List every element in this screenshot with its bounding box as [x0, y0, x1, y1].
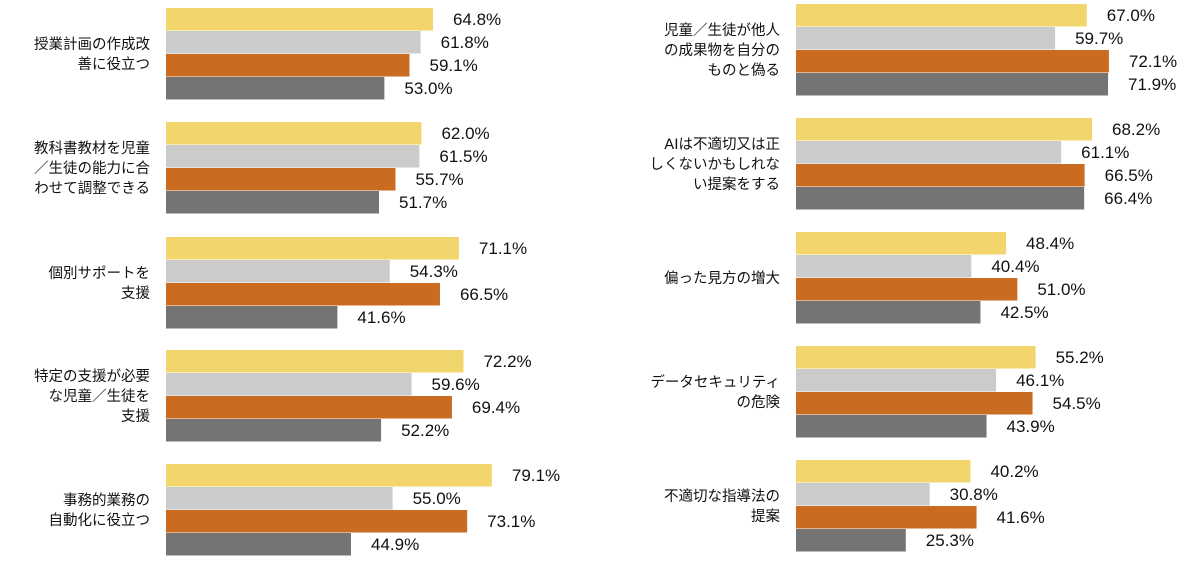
bar [166, 122, 422, 145]
bar [796, 164, 1085, 187]
data-label: 59.6% [432, 375, 480, 394]
bar [796, 278, 1018, 301]
category-label: 児童／生徒が他人の成果物を自分のものと偽る [664, 21, 780, 79]
data-label: 55.0% [413, 489, 461, 508]
category-label: 偏った見方の増大 [664, 270, 780, 287]
data-label: 79.1% [512, 466, 560, 485]
data-label: 59.1% [429, 56, 477, 75]
bar [166, 350, 464, 373]
data-label: 40.4% [991, 257, 1039, 276]
data-label: 30.8% [950, 485, 998, 504]
bar [166, 396, 452, 419]
data-label: 71.1% [479, 239, 527, 258]
data-label: 51.7% [399, 193, 447, 212]
bar [166, 145, 420, 168]
data-label: 40.2% [990, 462, 1038, 481]
data-label: 61.8% [441, 33, 489, 52]
bar [166, 77, 385, 100]
data-label: 25.3% [926, 531, 974, 550]
bar [166, 168, 396, 191]
bar [166, 373, 412, 396]
data-label: 55.2% [1056, 348, 1104, 367]
bar [166, 306, 338, 329]
bar [796, 50, 1109, 73]
data-label: 59.7% [1075, 29, 1123, 48]
category-label: 授業計画の作成改善に役立つ [34, 36, 150, 73]
data-label: 72.2% [483, 352, 531, 371]
data-label: 62.0% [441, 124, 489, 143]
bar [166, 54, 410, 77]
bar [796, 73, 1109, 96]
bar [166, 533, 351, 556]
data-label: 54.3% [410, 262, 458, 281]
bar [166, 419, 382, 442]
bar [796, 346, 1036, 369]
data-label: 64.8% [453, 10, 501, 29]
bar [796, 415, 987, 438]
bar [166, 283, 440, 306]
bar [796, 255, 972, 278]
category-label: AIは不適切又は正しくないかもしれない提案をする [650, 135, 781, 193]
data-label: 66.5% [1105, 166, 1153, 185]
bar [796, 187, 1085, 210]
bar [796, 506, 977, 529]
category-label: 特定の支援が必要な児童／生徒を支援 [34, 368, 150, 425]
data-label: 71.9% [1128, 75, 1176, 94]
bar [796, 529, 906, 552]
data-label: 41.6% [357, 308, 405, 327]
panel-2: 児童／生徒が他人の成果物を自分のものと偽る 67.0% 59.7% 72.1% 71.9… [650, 4, 1177, 552]
data-label: 73.1% [487, 512, 535, 531]
bar [166, 8, 433, 31]
data-label: 68.2% [1112, 120, 1160, 139]
data-label: 44.9% [371, 535, 419, 554]
data-label: 61.5% [439, 147, 487, 166]
category-label: 不適切な指導法の提案 [664, 487, 780, 525]
category-label: 教科書教材を児童／生徒の能力に合わせて調整できる [34, 139, 150, 197]
data-label: 61.1% [1081, 143, 1129, 162]
bar [796, 232, 1007, 255]
data-label: 67.0% [1107, 6, 1155, 25]
data-label: 46.1% [1016, 371, 1064, 390]
bar [796, 118, 1092, 141]
bar [796, 27, 1056, 50]
panel-1: 授業計画の作成改善に役立つ 64.8% 61.8% 59.1% 53.0% 教科書教材を児… [34, 8, 560, 556]
data-label: 48.4% [1026, 234, 1074, 253]
data-label: 54.5% [1053, 394, 1101, 413]
data-label: 53.0% [404, 79, 452, 98]
bar [166, 510, 468, 533]
bar [796, 392, 1033, 415]
category-label: データセキュリティの危険 [650, 373, 780, 411]
data-label: 43.9% [1007, 417, 1055, 436]
bar [166, 191, 380, 214]
bar [166, 487, 393, 510]
data-label: 66.4% [1104, 189, 1152, 208]
bar [796, 483, 930, 506]
category-label: 個別サポートを支援 [49, 265, 151, 302]
bar [166, 260, 390, 283]
bar [796, 4, 1087, 27]
data-label: 66.5% [460, 285, 508, 304]
bar [796, 141, 1062, 164]
bar [796, 460, 971, 483]
bar [166, 237, 459, 260]
bar [166, 31, 421, 54]
data-label: 55.7% [415, 170, 463, 189]
bar [166, 464, 492, 487]
bar [796, 369, 997, 392]
data-label: 41.6% [997, 508, 1045, 527]
data-label: 42.5% [1000, 303, 1048, 322]
data-label: 51.0% [1037, 280, 1085, 299]
data-label: 69.4% [472, 398, 520, 417]
bar [796, 301, 981, 324]
category-label: 事務的業務の自動化に役立つ [49, 492, 151, 529]
data-label: 52.2% [401, 421, 449, 440]
data-label: 72.1% [1129, 52, 1177, 71]
